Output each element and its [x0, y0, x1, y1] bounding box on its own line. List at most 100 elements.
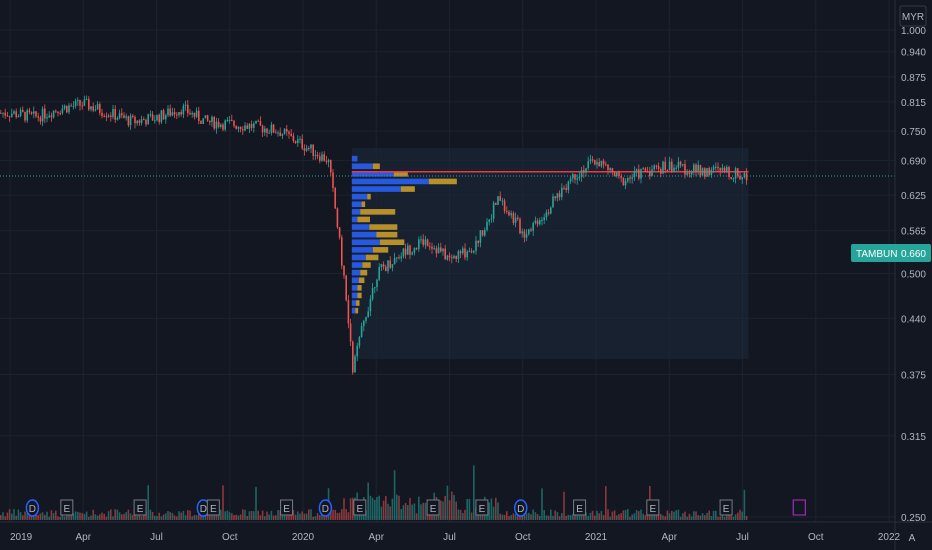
profile-row-up — [351, 178, 429, 185]
earnings-marker[interactable]: E — [426, 499, 440, 516]
volume-bar — [534, 512, 537, 520]
candle-body — [33, 111, 35, 114]
candle-body — [677, 161, 680, 168]
candle-body — [301, 138, 303, 149]
volume-bar — [638, 511, 640, 520]
profile-row-up — [351, 201, 362, 208]
volume-bar — [613, 510, 616, 520]
candle-body — [369, 298, 372, 312]
candle-body — [110, 115, 112, 117]
candle-body — [206, 115, 209, 121]
volume-bar — [248, 511, 251, 520]
candle-body — [554, 196, 556, 199]
time-axis[interactable]: 2019 Apr Jul Oct 2020 Apr Jul Oct 2021 Apr Jul Oct 2… — [0, 521, 932, 543]
volume-bar — [323, 516, 325, 520]
candle-body — [189, 113, 191, 115]
volume-bar — [574, 514, 576, 520]
candle-body — [723, 167, 726, 172]
profile-row-down — [356, 300, 360, 306]
profile-row-up — [351, 247, 373, 253]
candle-body — [404, 248, 407, 255]
candle-body — [239, 126, 242, 130]
candle-body — [739, 175, 741, 180]
volume-bar — [488, 502, 490, 520]
candle-body — [259, 121, 262, 126]
volume-bar — [393, 470, 396, 520]
candle-body — [44, 108, 46, 119]
earnings-marker[interactable]: E — [719, 499, 733, 516]
candle-body — [407, 245, 409, 255]
earnings-marker[interactable]: E — [206, 499, 220, 516]
volume-bar — [316, 513, 319, 520]
earnings-marker[interactable]: E — [280, 499, 294, 516]
candle-body — [415, 248, 418, 250]
candle-body — [622, 177, 625, 186]
volume-bar — [732, 516, 735, 520]
volume-bar — [380, 506, 383, 520]
profile-row-up — [351, 155, 358, 162]
dividend-marker[interactable]: D — [25, 499, 40, 517]
candle-body — [519, 218, 521, 234]
volume-bar — [59, 516, 61, 520]
volume-bar — [118, 512, 121, 520]
volume-bar — [453, 495, 455, 520]
candle-body — [499, 196, 501, 201]
volume-bar — [400, 508, 402, 520]
volume-bar — [165, 513, 167, 520]
candle-body — [297, 139, 299, 144]
candle-body — [743, 173, 746, 178]
candle-body — [475, 240, 477, 251]
candle-body — [506, 211, 508, 213]
candle-body — [512, 213, 515, 223]
candle-body — [409, 245, 411, 255]
price-tick-label: 0.875 — [901, 73, 926, 84]
candles — [0, 95, 748, 375]
volume-bar — [591, 510, 594, 520]
earnings-marker[interactable]: E — [353, 499, 367, 516]
earnings-marker[interactable]: E — [133, 499, 147, 516]
candle-body — [129, 115, 132, 126]
volume-bar — [77, 511, 79, 520]
candle-body — [574, 174, 576, 180]
volume-bar — [565, 515, 567, 520]
candle-body — [72, 105, 75, 107]
volume-bar — [162, 514, 165, 520]
future-earnings-marker[interactable] — [792, 499, 806, 516]
earnings-marker[interactable]: E — [646, 499, 660, 516]
volume-bar — [228, 512, 231, 520]
earnings-marker[interactable]: E — [573, 499, 587, 516]
candle-body — [22, 109, 24, 112]
candle-body — [440, 247, 442, 252]
dividend-marker[interactable]: D — [318, 499, 333, 517]
auto-scale-button[interactable]: A — [909, 533, 916, 544]
volume-bar — [448, 500, 451, 520]
candle-body — [543, 217, 545, 220]
volume-bar — [180, 512, 182, 520]
volume-bar — [288, 511, 290, 520]
candle-body — [433, 248, 435, 250]
volume-bar — [677, 509, 680, 520]
volume-bar — [63, 516, 66, 520]
earnings-marker[interactable]: E — [60, 499, 74, 516]
candle-body — [418, 239, 420, 250]
volume-bar — [695, 511, 697, 520]
profile-row-up — [351, 285, 358, 291]
volume-bar — [389, 506, 391, 520]
candle-body — [396, 257, 398, 259]
volume-bar — [415, 513, 418, 520]
dividend-marker[interactable]: D — [514, 499, 528, 517]
price-axis[interactable]: 1.000 0.940 0.875 0.815 0.750 0.690 0.625 0.565… — [894, 0, 926, 550]
candle-body — [374, 287, 376, 289]
candle-body — [523, 231, 526, 238]
candle-body — [319, 156, 321, 161]
candle-body — [281, 133, 284, 136]
earnings-marker[interactable]: E — [475, 499, 489, 516]
candle-body — [402, 248, 405, 257]
volume-bar — [605, 486, 607, 520]
candle-body — [699, 165, 702, 176]
profile-row-up — [351, 239, 380, 246]
volume-bar — [704, 515, 706, 520]
candle-body — [589, 159, 592, 162]
volume-bar — [103, 513, 105, 520]
